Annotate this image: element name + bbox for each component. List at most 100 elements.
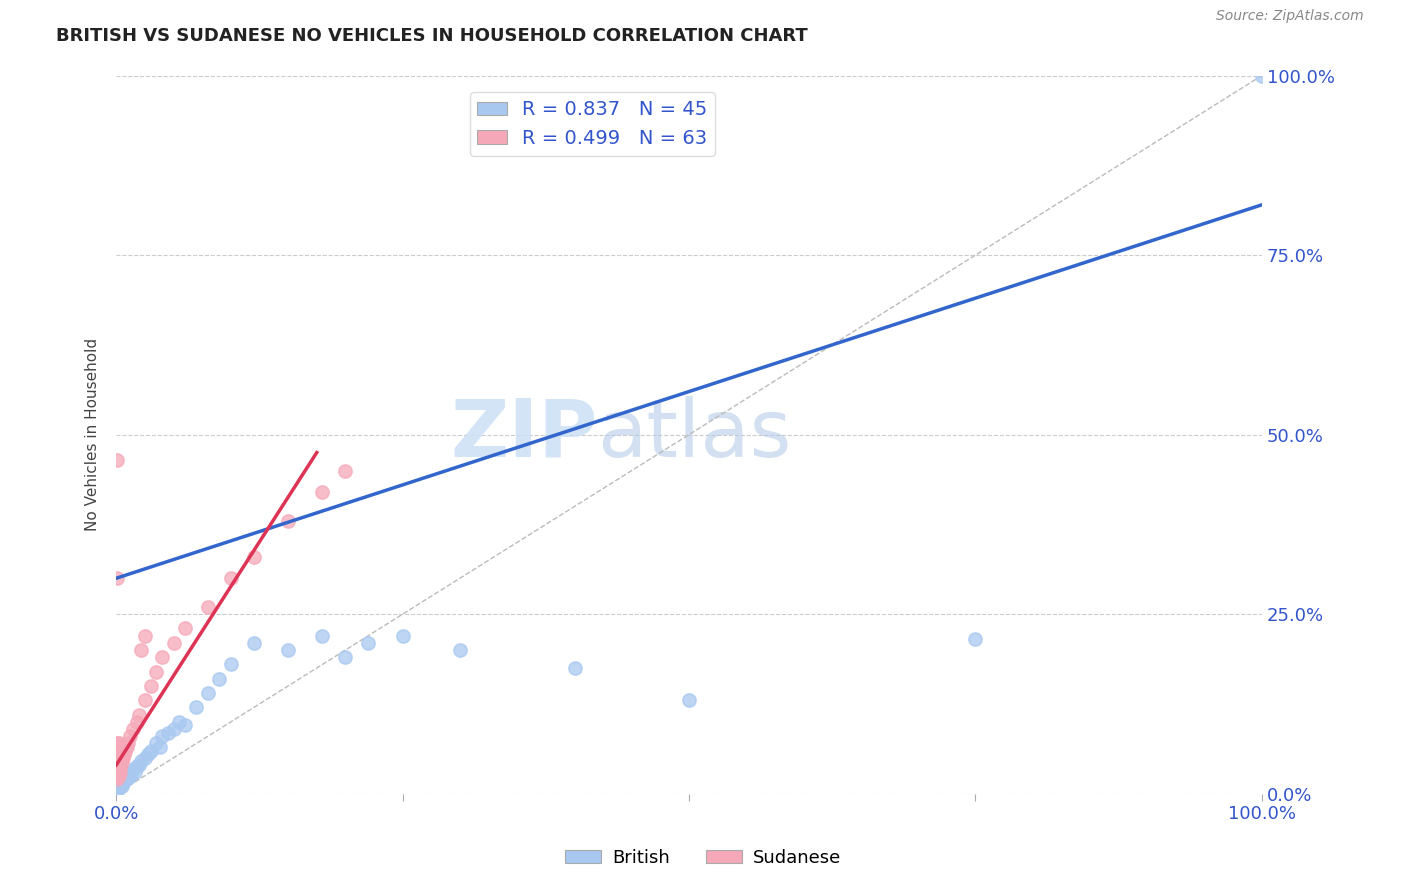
Point [118,766,141,780]
Point [219,657,242,672]
Legend: R = 0.837   N = 45, R = 0.499   N = 63: R = 0.837 N = 45, R = 0.499 N = 63 [470,93,716,156]
Point [678,693,700,707]
Point [107,762,129,776]
Point [112,773,135,788]
Point [107,758,129,772]
Point [311,629,333,643]
Point [108,758,131,772]
Point [107,736,129,750]
Text: BRITISH VS SUDANESE NO VEHICLES IN HOUSEHOLD CORRELATION CHART: BRITISH VS SUDANESE NO VEHICLES IN HOUSE… [56,27,808,45]
Point [169,714,191,729]
Point [391,629,413,643]
Point [197,686,219,700]
Point [162,636,184,650]
Point [1251,69,1274,83]
Point [107,755,129,769]
Point [107,765,129,780]
Point [277,643,299,657]
Point [117,771,139,785]
Point [139,679,162,693]
Point [107,755,129,769]
Point [134,693,156,707]
Point [335,463,357,477]
Point [125,759,148,773]
Point [107,769,129,783]
Point [110,747,132,761]
Point [149,739,172,754]
Point [128,707,150,722]
Point [107,755,129,769]
Point [107,769,129,783]
Point [107,747,129,761]
Point [449,643,471,657]
Point [114,772,136,787]
Point [112,751,135,765]
Point [108,765,131,780]
Point [107,751,129,765]
Point [131,643,153,657]
Point [122,722,145,736]
Point [134,629,156,643]
Point [208,672,231,686]
Point [219,571,242,585]
Point [107,762,129,776]
Point [150,729,173,743]
Point [134,751,156,765]
Point [111,743,134,757]
Text: atlas: atlas [598,395,792,474]
Point [118,729,141,743]
Point [124,765,146,780]
Point [107,747,129,761]
Point [145,736,167,750]
Point [107,743,129,757]
Text: ZIP: ZIP [450,395,598,474]
Point [131,755,153,769]
Point [107,751,129,765]
Point [107,780,129,795]
Point [128,758,150,772]
Point [108,743,131,757]
Point [174,718,197,732]
Point [120,765,142,780]
Point [107,736,129,750]
Point [965,632,987,647]
Point [564,661,586,675]
Point [311,485,333,500]
Point [118,769,141,783]
Point [125,714,148,729]
Point [117,736,139,750]
Point [107,762,129,776]
Point [108,751,131,765]
Text: Source: ZipAtlas.com: Source: ZipAtlas.com [1216,9,1364,23]
Point [110,776,132,790]
Point [115,769,138,783]
Point [138,747,160,761]
Point [115,739,138,754]
Point [197,599,219,614]
Point [107,739,129,754]
Point [107,739,129,754]
Legend: British, Sudanese: British, Sudanese [558,842,848,874]
Point [107,758,129,772]
Point [186,700,208,714]
Point [139,743,162,757]
Point [111,755,134,769]
Point [162,722,184,736]
Point [107,747,129,761]
Point [107,765,129,780]
Point [242,636,264,650]
Point [107,739,129,754]
Point [114,743,136,757]
Point [112,776,135,790]
Point [107,772,129,787]
Point [357,636,380,650]
Point [335,650,357,665]
Point [107,758,129,772]
Point [112,747,135,761]
Point [174,622,197,636]
Point [107,783,129,797]
Point [107,571,129,585]
Point [122,762,145,776]
Point [277,514,299,528]
Point [107,769,129,783]
